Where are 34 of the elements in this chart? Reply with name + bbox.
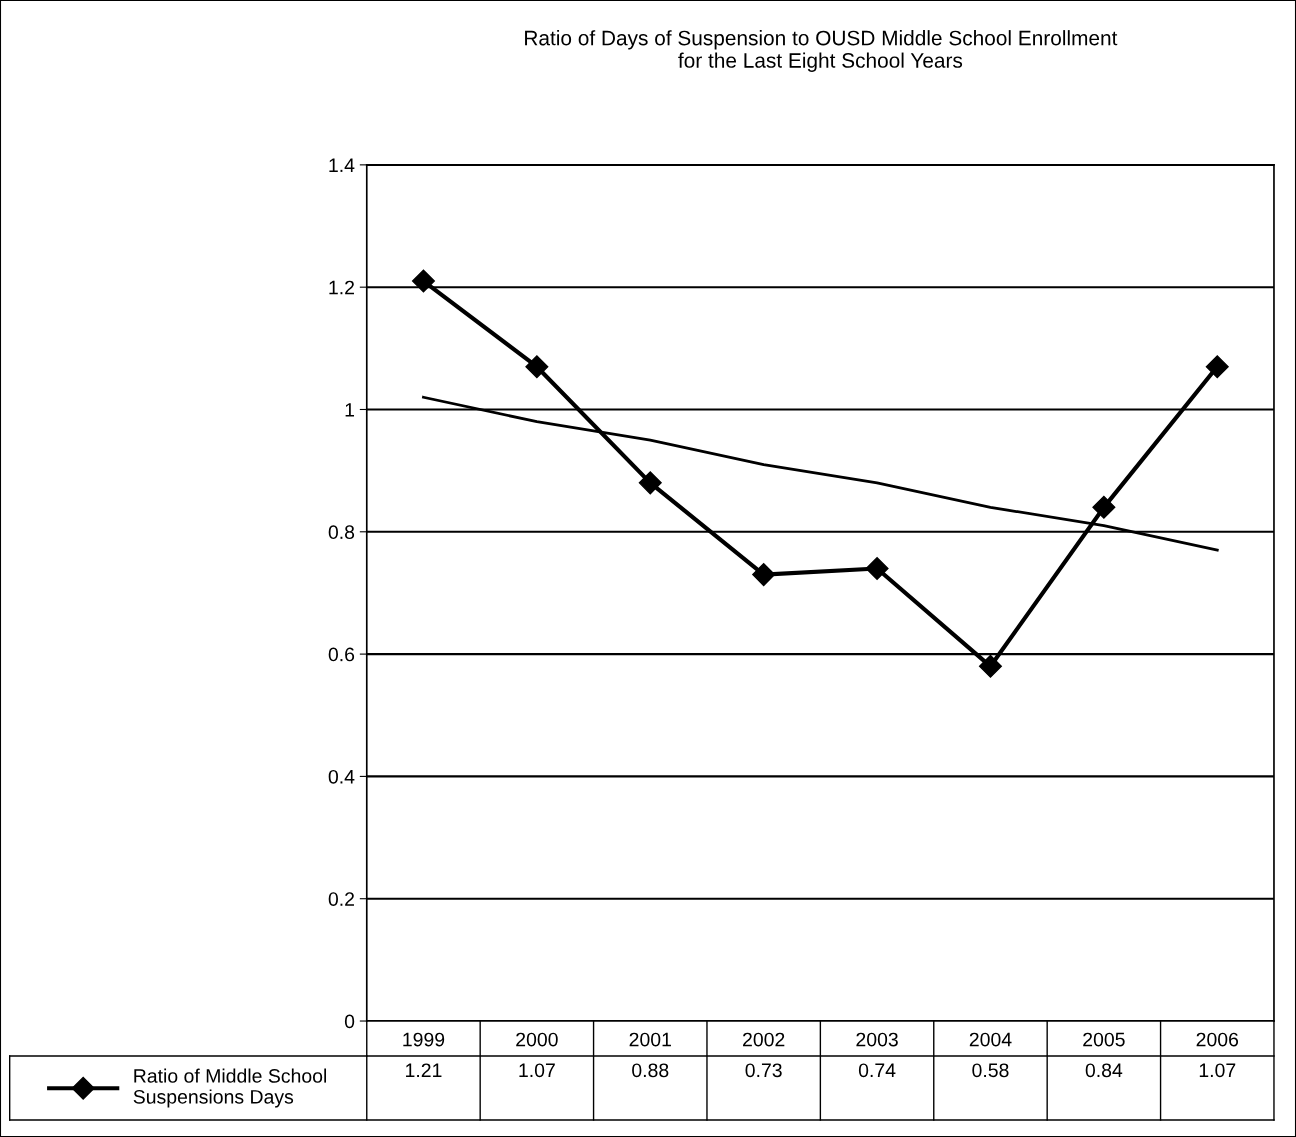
y-tick-label: 0.2 [328, 892, 354, 906]
y-tick-label: 1 [345, 403, 355, 417]
y-tick-label: 1.4 [329, 158, 355, 172]
point [865, 556, 889, 580]
point [752, 563, 776, 587]
data-label: 1.21 [406, 1063, 442, 1077]
y-tick-label: 0.4 [328, 769, 355, 784]
y-tick-label: 0 [344, 1014, 355, 1029]
point [411, 269, 435, 293]
x-tick-label: 2001 [629, 1032, 671, 1047]
data-label: 0.73 [745, 1063, 782, 1078]
data-label: 1.07 [519, 1063, 555, 1078]
y-tick-label: 1.2 [329, 280, 354, 295]
x-tick-label: 1999 [403, 1032, 445, 1047]
x-tick-label: 2002 [743, 1032, 785, 1047]
x-tick-label: 2003 [856, 1032, 898, 1047]
point [1092, 495, 1116, 519]
chart-title: Ratio of Days of Suspension to OUSD Middle School Enrollment for the Last Eight School Years [525, 30, 1118, 72]
x-tick-label: 2000 [516, 1032, 558, 1047]
legend-label: Ratio of Middle School Suspensions Days [133, 1068, 327, 1108]
data-label: 0.58 [972, 1063, 1009, 1078]
x-tick-label: 2004 [969, 1032, 1012, 1047]
data-label: 1.07 [1199, 1063, 1236, 1078]
data-label: 0.84 [1085, 1063, 1123, 1078]
data-label: 0.88 [632, 1063, 669, 1078]
point [638, 471, 662, 495]
y-tick-label: 0.6 [328, 647, 355, 662]
x-tick-label: 2006 [1196, 1032, 1239, 1047]
x-tick-label: 2005 [1083, 1032, 1125, 1047]
point [1205, 355, 1229, 379]
point [525, 355, 549, 379]
point [978, 654, 1002, 678]
y-tick-label: 0.8 [328, 525, 355, 540]
data-label: 0.74 [858, 1063, 896, 1078]
